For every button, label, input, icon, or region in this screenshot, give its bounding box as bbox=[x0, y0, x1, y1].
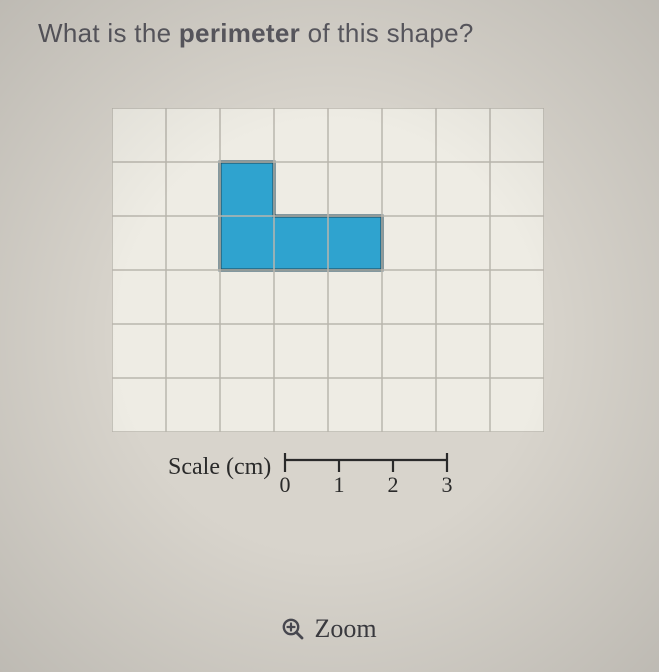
question-prefix: What is the bbox=[38, 18, 179, 48]
scale-ruler: 0 1 2 3 bbox=[279, 452, 453, 496]
scale-label: Scale (cm) bbox=[168, 454, 271, 481]
zoom-label: Zoom bbox=[314, 614, 376, 644]
grid-figure bbox=[112, 108, 544, 432]
svg-text:1: 1 bbox=[334, 472, 345, 496]
zoom-button[interactable]: Zoom bbox=[0, 614, 659, 644]
svg-text:3: 3 bbox=[442, 472, 453, 496]
question-bold: perimeter bbox=[179, 18, 300, 48]
zoom-in-icon bbox=[282, 618, 304, 640]
question-text: What is the perimeter of this shape? bbox=[38, 18, 474, 49]
svg-text:0: 0 bbox=[280, 472, 291, 496]
svg-text:2: 2 bbox=[388, 472, 399, 496]
question-suffix: of this shape? bbox=[300, 18, 474, 48]
grid-svg bbox=[112, 108, 544, 432]
scale-row: Scale (cm) 0 1 2 3 bbox=[168, 452, 453, 496]
